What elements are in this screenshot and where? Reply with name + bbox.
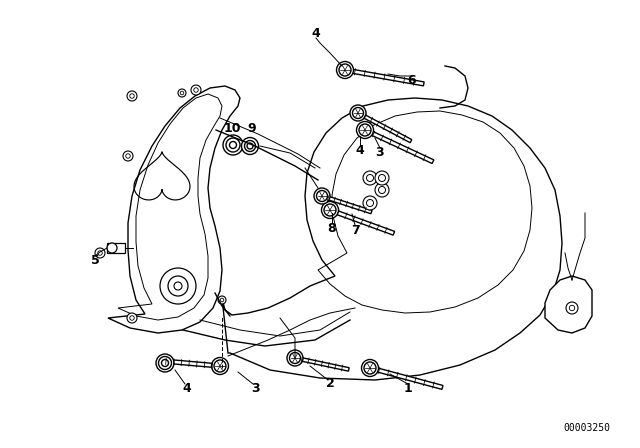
Circle shape [174, 282, 182, 290]
Circle shape [378, 186, 385, 194]
Circle shape [287, 350, 303, 366]
Circle shape [107, 243, 117, 253]
Circle shape [161, 359, 168, 366]
Text: 4: 4 [182, 382, 191, 395]
Text: 1: 1 [404, 382, 412, 395]
Circle shape [317, 190, 328, 202]
Circle shape [220, 298, 224, 302]
Circle shape [321, 202, 339, 219]
Text: 8: 8 [328, 221, 336, 234]
Circle shape [159, 357, 172, 370]
Polygon shape [321, 194, 372, 214]
Circle shape [156, 354, 174, 372]
Circle shape [218, 296, 226, 304]
Circle shape [211, 358, 228, 375]
Text: 10: 10 [223, 121, 241, 134]
Circle shape [226, 138, 240, 152]
Circle shape [244, 141, 255, 151]
Bar [107, 243, 125, 253]
Circle shape [363, 196, 377, 210]
Circle shape [367, 199, 374, 207]
Polygon shape [222, 98, 562, 380]
Circle shape [214, 360, 226, 372]
Circle shape [359, 124, 371, 136]
Circle shape [127, 313, 137, 323]
Circle shape [314, 188, 330, 204]
Polygon shape [108, 86, 240, 333]
Circle shape [363, 171, 377, 185]
Circle shape [125, 154, 131, 158]
Circle shape [247, 143, 253, 149]
Circle shape [375, 183, 389, 197]
Text: 6: 6 [408, 73, 416, 86]
Polygon shape [545, 276, 592, 333]
Circle shape [362, 359, 378, 376]
Text: 2: 2 [326, 376, 334, 389]
Polygon shape [364, 128, 434, 164]
Circle shape [168, 276, 188, 296]
Circle shape [95, 248, 105, 258]
Circle shape [364, 362, 376, 374]
Circle shape [367, 175, 374, 181]
Circle shape [127, 91, 137, 101]
Polygon shape [357, 112, 412, 143]
Circle shape [378, 175, 385, 181]
Circle shape [230, 142, 237, 148]
Polygon shape [330, 208, 395, 235]
Circle shape [356, 121, 374, 138]
Circle shape [160, 268, 196, 304]
Text: 00003250: 00003250 [563, 423, 610, 433]
Circle shape [223, 135, 243, 155]
Circle shape [123, 151, 133, 161]
Text: 5: 5 [91, 254, 99, 267]
Circle shape [130, 94, 134, 98]
Circle shape [566, 302, 578, 314]
Circle shape [339, 64, 351, 76]
Text: 3: 3 [251, 382, 259, 395]
Circle shape [375, 171, 389, 185]
Polygon shape [345, 68, 424, 86]
Circle shape [241, 138, 259, 155]
Circle shape [194, 88, 198, 92]
Circle shape [191, 85, 201, 95]
Polygon shape [369, 366, 443, 389]
Circle shape [353, 108, 364, 119]
Circle shape [130, 316, 134, 320]
Circle shape [570, 305, 575, 311]
Circle shape [178, 89, 186, 97]
Text: 7: 7 [351, 224, 360, 237]
Circle shape [350, 105, 366, 121]
Text: 4: 4 [312, 26, 321, 39]
Polygon shape [158, 358, 220, 368]
Polygon shape [294, 356, 349, 371]
Text: 3: 3 [376, 146, 384, 159]
Text: 4: 4 [356, 143, 364, 156]
Text: 9: 9 [248, 121, 256, 134]
Circle shape [98, 251, 102, 255]
Circle shape [337, 61, 353, 78]
Circle shape [324, 204, 336, 216]
Circle shape [180, 91, 184, 95]
Circle shape [289, 353, 301, 363]
